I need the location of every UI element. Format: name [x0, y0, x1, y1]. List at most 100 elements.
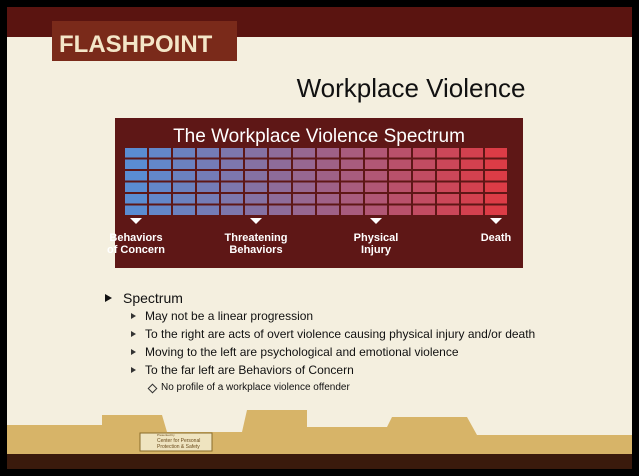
spectrum-cell [389, 160, 411, 170]
spectrum-cell [341, 183, 363, 193]
spectrum-cell [317, 171, 339, 181]
spectrum-cell [485, 194, 507, 204]
spectrum-cell [317, 148, 339, 158]
spectrum-cell [437, 171, 459, 181]
spectrum-cell [413, 148, 435, 158]
spectrum-cell [437, 183, 459, 193]
sub-bullet: To the far left are Behaviors of Concern [129, 364, 545, 377]
spectrum-label: Behaviors [229, 244, 282, 256]
bullet-text: To the right are acts of overt violence … [145, 327, 535, 341]
spectrum-cell [149, 171, 171, 181]
spectrum-cell [221, 171, 243, 181]
spectrum-cell [197, 206, 219, 216]
spectrum-cell [173, 171, 195, 181]
spectrum-label: Physical [354, 232, 399, 244]
spectrum-cell [197, 183, 219, 193]
spectrum-cell [149, 160, 171, 170]
spectrum-label: Threatening [225, 232, 288, 244]
bullet-marker [131, 313, 136, 319]
spectrum-cell [149, 194, 171, 204]
spectrum-cell [221, 183, 243, 193]
spectrum-cell [149, 148, 171, 158]
footer-logo-line: Protection & Safety [157, 444, 200, 450]
spectrum-cell [125, 171, 147, 181]
spectrum-cell [413, 183, 435, 193]
sub-sub-bullet: No profile of a workplace violence offen… [147, 382, 545, 393]
bullet-text: Spectrum [123, 290, 183, 306]
spectrum-label: Death [481, 232, 512, 244]
spectrum-cell [293, 183, 315, 193]
spectrum-cell [173, 194, 195, 204]
spectrum-cell [269, 171, 291, 181]
bullet-text: Moving to the left are psychological and… [145, 345, 459, 359]
spectrum-cell [269, 194, 291, 204]
sub-bullet: May not be a linear progression [129, 310, 545, 323]
spectrum-cell [437, 194, 459, 204]
spectrum-cell [389, 194, 411, 204]
spectrum-cell [197, 194, 219, 204]
spectrum-cell [485, 206, 507, 216]
spectrum-cell [197, 160, 219, 170]
spectrum-cell [293, 148, 315, 158]
graphic-title: The Workplace Violence Spectrum [173, 126, 465, 147]
spectrum-cell [245, 206, 267, 216]
spectrum-cell [317, 206, 339, 216]
spectrum-cell [125, 148, 147, 158]
bullet-text: May not be a linear progression [145, 309, 313, 323]
spectrum-cell [413, 160, 435, 170]
spectrum-label: Injury [361, 244, 392, 256]
spectrum-cell [269, 183, 291, 193]
spectrum-cell [485, 160, 507, 170]
spectrum-cell [461, 206, 483, 216]
spectrum-cell [317, 183, 339, 193]
spectrum-cell [149, 206, 171, 216]
footer-logo-line: Presented by [157, 433, 175, 437]
spectrum-cell [293, 194, 315, 204]
spectrum-cell [317, 194, 339, 204]
spectrum-cell [317, 160, 339, 170]
spectrum-cell [221, 148, 243, 158]
page: FLASHPOINT Workplace Violence The Workpl… [0, 0, 639, 476]
spectrum-cell [173, 148, 195, 158]
spectrum-cell [173, 160, 195, 170]
spectrum-cell [125, 206, 147, 216]
bullet-marker [131, 331, 136, 337]
spectrum-cell [341, 171, 363, 181]
sub-bullet: To the right are acts of overt violence … [129, 328, 545, 341]
spectrum-cell [485, 148, 507, 158]
spectrum-cell [389, 183, 411, 193]
spectrum-cell [173, 183, 195, 193]
spectrum-cell [173, 206, 195, 216]
bullet-list: Spectrum May not be a linear progression T… [105, 290, 545, 393]
spectrum-cell [437, 148, 459, 158]
spectrum-cell [245, 160, 267, 170]
spectrum-label: Behaviors [109, 232, 162, 244]
spectrum-cell [125, 183, 147, 193]
spectrum-cell [221, 206, 243, 216]
spectrum-cell [245, 194, 267, 204]
spectrum-cell [461, 171, 483, 181]
spectrum-cell [125, 160, 147, 170]
spectrum-cell [365, 160, 387, 170]
spectrum-cell [413, 206, 435, 216]
spectrum-label: of Concern [107, 244, 165, 256]
bullet-text: To the far left are Behaviors of Concern [145, 363, 354, 377]
spectrum-cell [461, 194, 483, 204]
spectrum-cell [365, 148, 387, 158]
sub-bullet: Moving to the left are psychological and… [129, 346, 545, 359]
spectrum-cell [389, 148, 411, 158]
spectrum-cell [461, 183, 483, 193]
spectrum-cell [461, 148, 483, 158]
bullet-marker [148, 384, 158, 394]
spectrum-cell [197, 171, 219, 181]
spectrum-cell [485, 171, 507, 181]
spectrum-cell [221, 160, 243, 170]
spectrum-cell [437, 206, 459, 216]
spectrum-cell [365, 171, 387, 181]
bullet: Spectrum [105, 290, 545, 306]
spectrum-cell [341, 206, 363, 216]
spectrum-cell [149, 183, 171, 193]
logo: FLASHPOINT [59, 31, 213, 58]
spectrum-cell [461, 160, 483, 170]
spectrum-cell [365, 194, 387, 204]
